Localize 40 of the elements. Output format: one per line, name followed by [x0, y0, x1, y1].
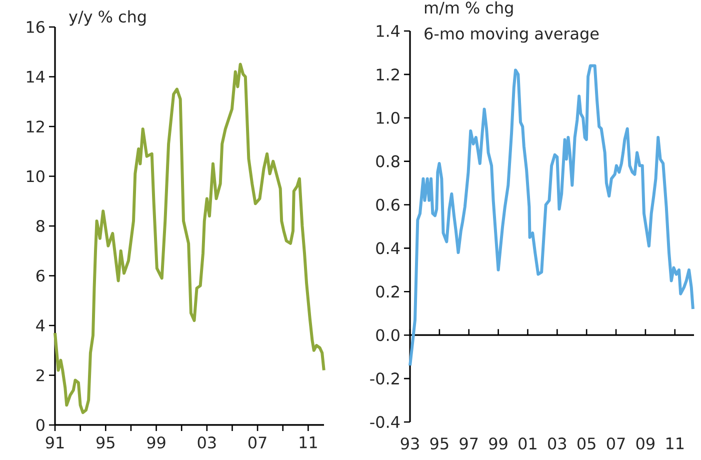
x-tick-label: 01 — [518, 438, 536, 450]
x-tick-label: 95 — [430, 438, 448, 450]
y-tick-label: -0.2 — [370, 372, 399, 385]
y-tick-label: 12 — [26, 120, 44, 132]
x-tick-label: 97 — [460, 438, 478, 450]
x-tick-label: 11 — [666, 438, 684, 450]
x-tick-label: 99 — [489, 438, 508, 450]
y-tick-label: 16 — [26, 20, 44, 34]
chart-title: y/y % chg — [68, 10, 146, 26]
y-tick-label: 1.2 — [376, 68, 399, 80]
y-tick-label: 6 — [36, 270, 44, 282]
y-tick-label: 8 — [36, 220, 44, 232]
x-tick-label: 95 — [96, 436, 114, 449]
x-tick-label: 03 — [198, 436, 216, 449]
x-tick-label: 09 — [636, 438, 654, 450]
x-tick-label: 05 — [577, 438, 596, 450]
y-tick-label: 1.0 — [376, 112, 400, 124]
y-tick-label: 0.4 — [376, 242, 400, 254]
x-tick-label: 11 — [300, 436, 317, 448]
x-tick-label: 91 — [46, 436, 64, 449]
y-tick-label: 2 — [36, 369, 44, 382]
chart-title: m/m % chg — [424, 1, 513, 17]
y-tick-label: 1.4 — [376, 25, 400, 37]
y-tick-label: -0.4 — [370, 416, 400, 428]
x-tick-label: 07 — [606, 438, 625, 450]
line-series — [54, 62, 326, 414]
x-tick-label: 07 — [248, 436, 266, 449]
chart-subtitle: 6-mo moving average — [424, 27, 599, 43]
y-tick-label: 0.8 — [376, 155, 400, 168]
x-tick-label: 99 — [147, 436, 166, 449]
y-tick-label: 0.0 — [376, 329, 400, 342]
y-tick-label: 10 — [26, 170, 44, 182]
y-tick-label: 4 — [36, 320, 45, 332]
x-tick-label: 93 — [400, 438, 419, 450]
y-tick-label: 0.6 — [376, 198, 400, 211]
y-tick-label: 0.2 — [376, 286, 399, 298]
y-tick-label: 14 — [26, 70, 45, 83]
line-series — [408, 64, 694, 367]
y-tick-label: 0 — [36, 418, 44, 432]
x-tick-label: 03 — [548, 438, 566, 450]
